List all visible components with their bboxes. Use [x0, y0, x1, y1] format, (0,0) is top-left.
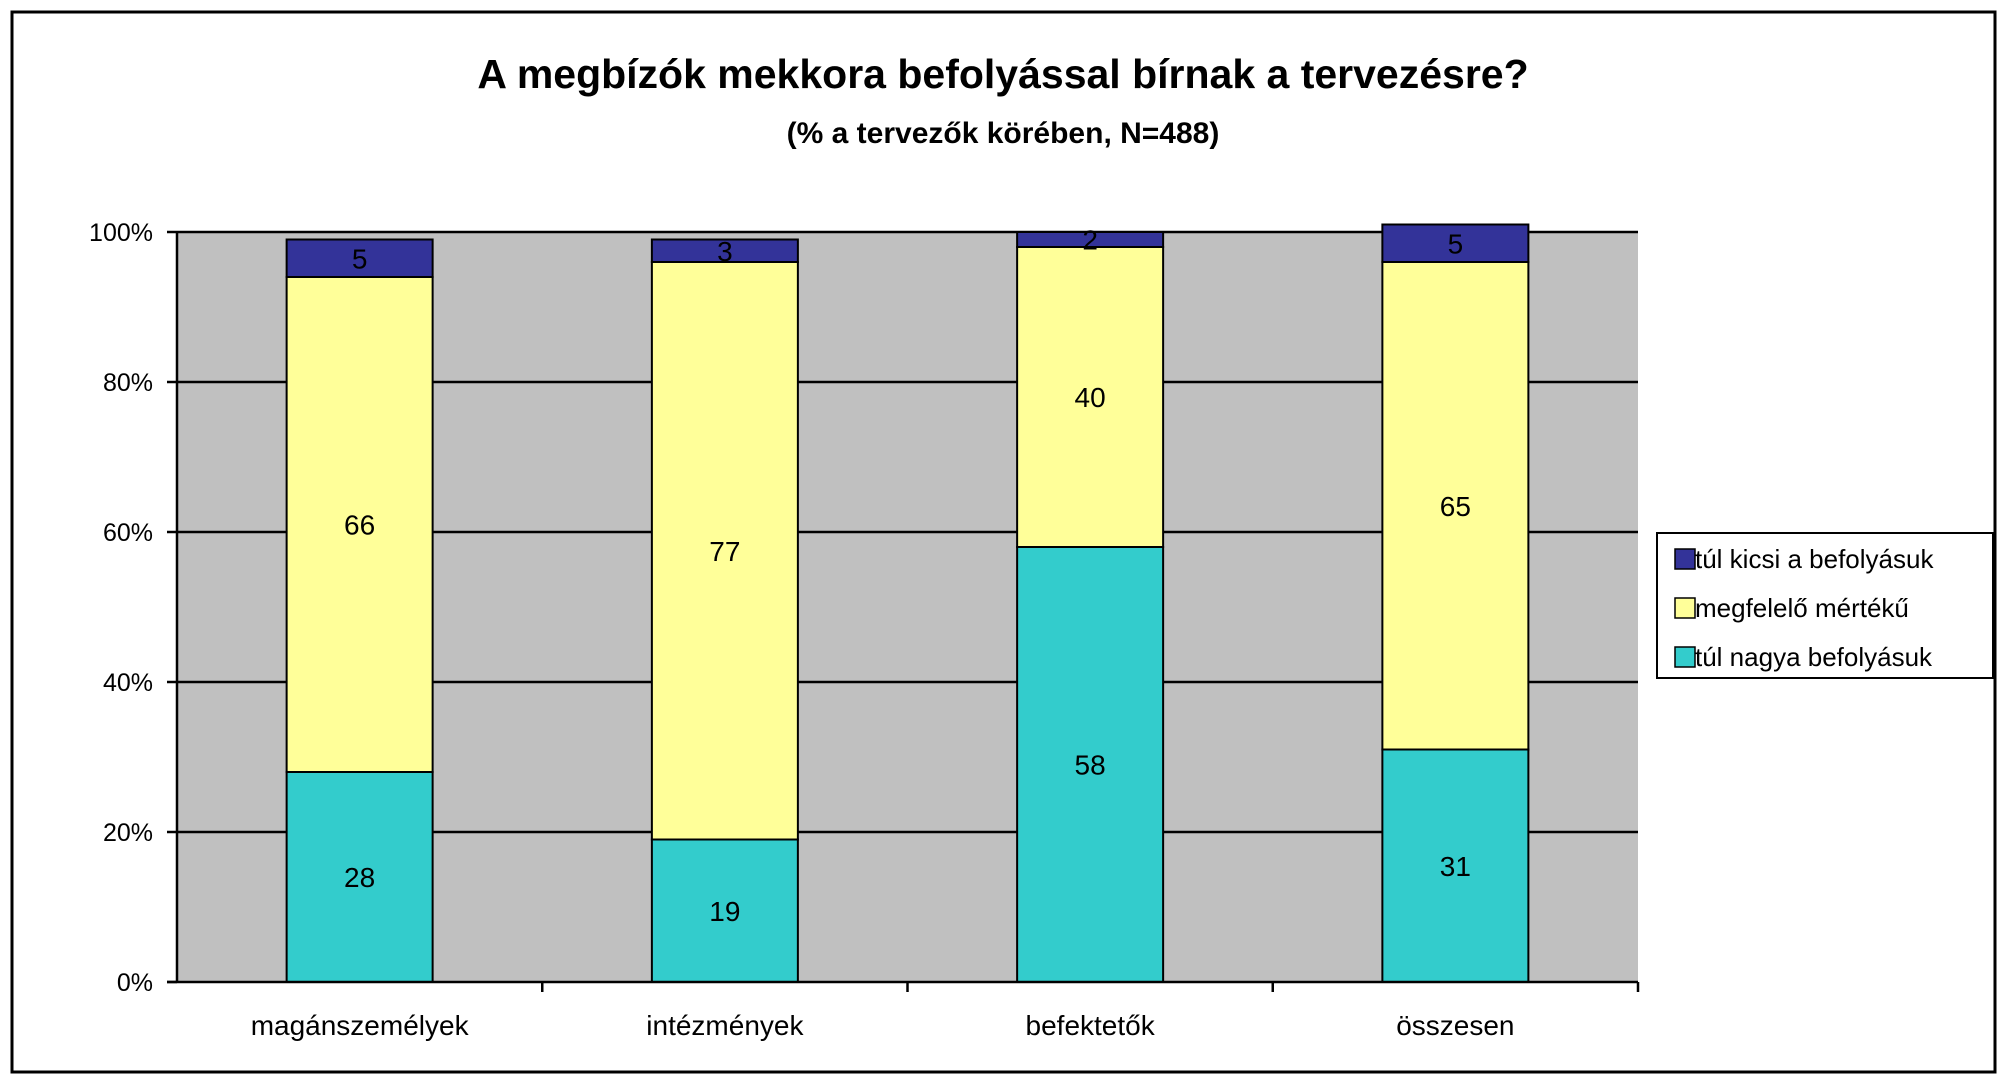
x-category-label: magánszemélyek: [251, 1010, 470, 1041]
data-label: 5: [352, 243, 368, 274]
bar-segment: [650, 238, 799, 263]
data-label: 31: [1440, 851, 1471, 882]
data-label: 40: [1075, 382, 1106, 413]
data-label: 19: [709, 896, 740, 927]
y-tick-label: 20%: [103, 819, 153, 847]
data-label: 3: [717, 236, 733, 267]
bar-segment: [285, 238, 434, 278]
data-label: 58: [1075, 750, 1106, 781]
x-category-label: intézmények: [646, 1010, 804, 1041]
bar-segment: [1016, 546, 1165, 983]
legend-swatch: [1674, 548, 1696, 570]
bar-segment: [1381, 261, 1530, 751]
bar-segment: [650, 261, 799, 841]
x-category-label: összesen: [1396, 1010, 1514, 1041]
bar-segment: [285, 276, 434, 773]
bar-segment: [1016, 231, 1165, 248]
bar-segment: [1016, 246, 1165, 548]
legend-label: túl kicsi a befolyásuk: [1695, 544, 1934, 574]
legend-label: túl nagya befolyásuk: [1695, 642, 1933, 672]
y-tick-label: 60%: [103, 519, 153, 547]
chart-subtitle: (% a tervezők körében, N=488): [787, 117, 1220, 150]
chart-title: A megbízók mekkora befolyással bírnak a …: [477, 51, 1528, 97]
bar-segment: [1381, 748, 1530, 983]
legend: túl kicsi a befolyásuk megfelelő mértékű t…: [1656, 532, 1994, 679]
data-label: 77: [709, 536, 740, 567]
bar-segment: [1381, 223, 1530, 263]
data-label: 65: [1440, 491, 1471, 522]
legend-swatch: [1674, 646, 1696, 668]
y-tick-label: 100%: [89, 219, 153, 247]
y-tick-label: 0%: [117, 969, 153, 997]
legend-box: [1656, 532, 1994, 679]
x-category-label: befektetők: [1026, 1010, 1156, 1041]
data-label: 5: [1448, 228, 1464, 259]
data-label: 2: [1082, 225, 1098, 256]
y-tick-label: 80%: [103, 369, 153, 397]
bar-segment: [285, 771, 434, 983]
data-label: 28: [344, 862, 375, 893]
legend-label: megfelelő mértékű: [1695, 593, 1909, 623]
y-tick-label: 40%: [103, 669, 153, 697]
plot-area: 0% 20% 40% 60% 80% 100% 28 66 5 magánszemélyek 19 7…: [89, 219, 1640, 1041]
data-label: 66: [344, 510, 375, 541]
legend-swatch: [1674, 597, 1696, 619]
